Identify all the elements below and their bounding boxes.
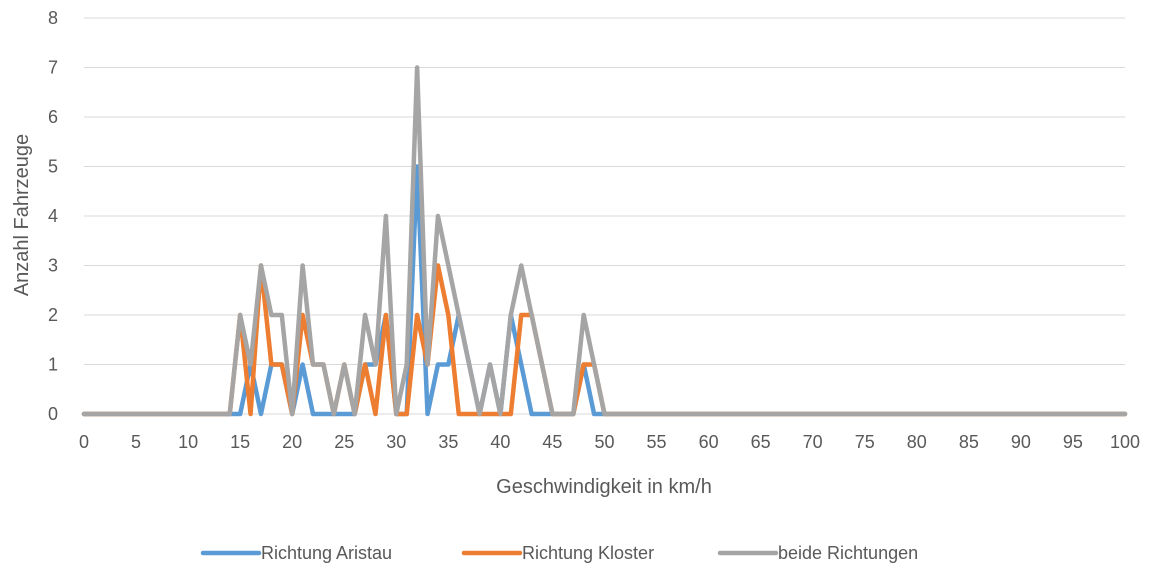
x-tick-label: 20 — [282, 432, 302, 452]
x-tick-label: 45 — [542, 432, 562, 452]
x-tick-label: 65 — [751, 432, 771, 452]
series-line-2 — [81, 263, 1128, 417]
y-tick-label: 0 — [48, 404, 58, 424]
x-tick-label: 90 — [1011, 432, 1031, 452]
x-tick-label: 100 — [1110, 432, 1140, 452]
x-tick-label: 75 — [855, 432, 875, 452]
x-tick-label: 50 — [594, 432, 614, 452]
legend-label: Richtung Kloster — [522, 543, 654, 563]
x-tick-label: 60 — [699, 432, 719, 452]
legend-label: beide Richtungen — [778, 543, 918, 563]
y-tick-label: 2 — [48, 305, 58, 325]
y-tick-label: 3 — [48, 256, 58, 276]
series-line-3 — [81, 65, 1128, 417]
y-tick-label: 1 — [48, 355, 58, 375]
series-line-1 — [81, 164, 1128, 417]
x-tick-label: 40 — [490, 432, 510, 452]
x-tick-label: 0 — [79, 432, 89, 452]
series-lines — [81, 65, 1128, 417]
x-tick-label: 5 — [131, 432, 141, 452]
legend: Richtung Aristau Richtung Kloster beide Ri… — [200, 543, 918, 563]
x-tick-label: 25 — [334, 432, 354, 452]
y-tick-label: 5 — [48, 157, 58, 177]
x-tick-label: 10 — [178, 432, 198, 452]
x-tick-label: 85 — [959, 432, 979, 452]
y-axis-ticks: 0 1 2 3 4 5 6 7 8 — [48, 8, 58, 424]
y-tick-label: 4 — [48, 206, 58, 226]
y-tick-label: 6 — [48, 107, 58, 127]
x-tick-label: 80 — [907, 432, 927, 452]
y-axis-title: Anzahl Fahrzeuge — [11, 134, 33, 296]
x-axis-ticks: 0 5 10 15 20 25 30 35 40 45 50 55 60 65 70 75 80 85 90 95 10… — [79, 432, 1140, 452]
y-tick-label: 8 — [48, 8, 58, 28]
x-tick-label: 15 — [230, 432, 250, 452]
x-tick-label: 35 — [438, 432, 458, 452]
x-tick-label: 70 — [803, 432, 823, 452]
y-tick-label: 7 — [48, 58, 58, 78]
x-tick-label: 55 — [647, 432, 667, 452]
legend-label: Richtung Aristau — [261, 543, 392, 563]
x-tick-label: 30 — [386, 432, 406, 452]
gridlines — [84, 17, 1125, 415]
x-tick-label: 95 — [1063, 432, 1083, 452]
x-axis-title: Geschwindigkeit in km/h — [496, 476, 712, 498]
